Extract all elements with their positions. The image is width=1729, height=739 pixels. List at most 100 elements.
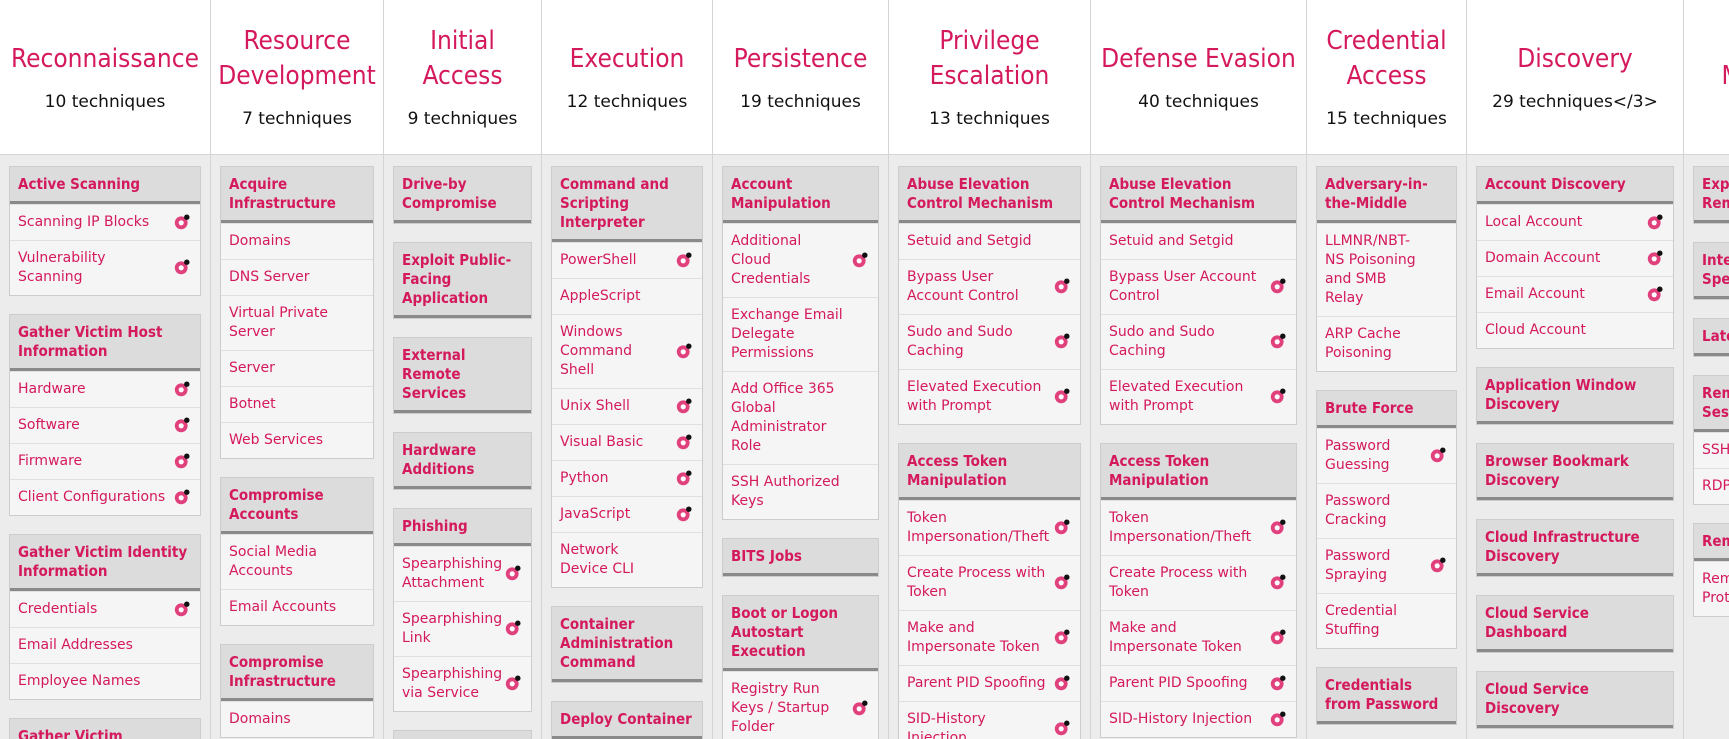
sub-technique-ssh-authorized-keys[interactable]: SSH Authorized Keys — [723, 464, 878, 519]
sub-technique-remote-desktop-protocol[interactable]: Remote Desktop Protocol — [1694, 561, 1729, 616]
sub-technique-sudo-and-sudo-caching[interactable]: Sudo and Sudo Caching — [899, 314, 1080, 369]
sub-technique-spearphishing-via-service[interactable]: Spearphishing via Service — [394, 656, 531, 711]
sub-technique-make-and-impersonate-token[interactable]: Make and Impersonate Token — [1101, 610, 1296, 665]
technique-cloud-service-dashboard[interactable]: Cloud Service Dashboard — [1477, 596, 1673, 652]
sub-technique-make-and-impersonate-token[interactable]: Make and Impersonate Token — [899, 610, 1080, 665]
technique-remote-services[interactable]: Remote Services — [1694, 524, 1729, 561]
sub-technique-spearphishing-link[interactable]: Spearphishing Link — [394, 601, 531, 656]
technique-abuse-elevation-control-mechanism[interactable]: Abuse Elevation Control Mechanism — [899, 167, 1080, 223]
sub-technique-llmnr-nbt-ns-poisoning-and-smb-relay[interactable]: LLMNR/NBT-NS Poisoning and SMB Relay — [1317, 223, 1456, 316]
sub-technique-web-services[interactable]: Web Services — [221, 422, 373, 458]
sub-technique-token-impersonation-theft[interactable]: Token Impersonation/Theft — [899, 500, 1080, 555]
sub-technique-email-account[interactable]: Email Account — [1477, 276, 1673, 312]
sub-technique-cloud-account[interactable]: Cloud Account — [1477, 312, 1673, 348]
sub-technique-vulnerability-scanning[interactable]: Vulnerability Scanning — [10, 240, 200, 295]
technique-command-and-scripting-interpreter[interactable]: Command and Scripting Interpreter — [552, 167, 702, 242]
technique-credentials-from-password[interactable]: Credentials from Password — [1317, 668, 1456, 724]
sub-technique-create-process-with-token[interactable]: Create Process with Token — [1101, 555, 1296, 610]
technique-account-discovery[interactable]: Account Discovery — [1477, 167, 1673, 204]
sub-technique-local-account[interactable]: Local Account — [1477, 204, 1673, 240]
technique-acquire-infrastructure[interactable]: Acquire Infrastructure — [221, 167, 373, 223]
sub-technique-exchange-email-delegate-permissions[interactable]: Exchange Email Delegate Permissions — [723, 297, 878, 371]
tactic-name[interactable]: Privilege Escalation — [929, 26, 1050, 91]
sub-technique-hardware[interactable]: Hardware — [10, 371, 200, 407]
technique-boot-or-logon-autostart-execution[interactable]: Boot or Logon Autostart Execution — [723, 596, 878, 671]
sub-technique-registry-run-keys-startup-folder[interactable]: Registry Run Keys / Startup Folder — [723, 671, 878, 739]
sub-technique-arp-cache-poisoning[interactable]: ARP Cache Poisoning — [1317, 316, 1456, 371]
sub-technique-ssh-hijacking[interactable]: SSH Hijacking — [1694, 432, 1729, 468]
technique-browser-bookmark-discovery[interactable]: Browser Bookmark Discovery — [1477, 444, 1673, 500]
sub-technique-rdp-hijacking[interactable]: RDP Hijacking — [1694, 468, 1729, 504]
sub-technique-token-impersonation-theft[interactable]: Token Impersonation/Theft — [1101, 500, 1296, 555]
sub-technique-spearphishing-attachment[interactable]: Spearphishing Attachment — [394, 546, 531, 601]
technique-cloud-infrastructure-discovery[interactable]: Cloud Infrastructure Discovery — [1477, 520, 1673, 576]
sub-technique-network-device-cli[interactable]: Network Device CLI — [552, 532, 702, 587]
technique-lateral-tool-transfer[interactable]: Lateral Tool Transfer — [1694, 319, 1729, 356]
sub-technique-sid-history-injection[interactable]: SID-History Injection — [899, 701, 1080, 739]
sub-technique-elevated-execution-with-prompt[interactable]: Elevated Execution with Prompt — [899, 369, 1080, 424]
sub-technique-server[interactable]: Server — [221, 350, 373, 386]
sub-technique-javascript[interactable]: JavaScript — [552, 496, 702, 532]
tactic-name[interactable]: Defense Evasion — [1101, 43, 1296, 74]
sub-technique-powershell[interactable]: PowerShell — [552, 242, 702, 278]
tactic-name[interactable]: LateralMovement — [1722, 24, 1729, 94]
sub-technique-domain-account[interactable]: Domain Account — [1477, 240, 1673, 276]
sub-technique-python[interactable]: Python — [552, 460, 702, 496]
technique-abuse-elevation-control-mechanism[interactable]: Abuse Elevation Control Mechanism — [1101, 167, 1296, 223]
technique-container-administration-command[interactable]: Container Administration Command — [552, 607, 702, 682]
technique-exploit-public-facing-application[interactable]: Exploit Public-Facing Application — [394, 243, 531, 318]
technique-brute-force[interactable]: Brute Force — [1317, 391, 1456, 428]
tactic-name[interactable]: Resource Development — [218, 26, 376, 91]
sub-technique-windows-command-shell[interactable]: Windows Command Shell — [552, 314, 702, 388]
sub-technique-virtual-private-server[interactable]: Virtual Private Server — [221, 295, 373, 350]
sub-technique-create-process-with-token[interactable]: Create Process with Token — [899, 555, 1080, 610]
tactic-name[interactable]: Reconnaissance — [11, 43, 199, 74]
technique-compromise-accounts[interactable]: Compromise Accounts — [221, 478, 373, 534]
sub-technique-bypass-user-account-control[interactable]: Bypass User Account Control — [899, 259, 1080, 314]
sub-technique-parent-pid-spoofing[interactable]: Parent PID Spoofing — [1101, 665, 1296, 701]
sub-technique-setuid-and-setgid[interactable]: Setuid and Setgid — [1101, 223, 1296, 259]
sub-technique-password-guessing[interactable]: Password Guessing — [1317, 428, 1456, 483]
tactic-name[interactable]: Discovery — [1517, 43, 1633, 74]
technique-gather-victim-identity-information[interactable]: Gather Victim Identity Information — [10, 535, 200, 591]
sub-technique-setuid-and-setgid[interactable]: Setuid and Setgid — [899, 223, 1080, 259]
technique-exploitation-of-remote-services[interactable]: Exploitation of Remote Services — [1694, 167, 1729, 223]
technique-hardware-additions[interactable]: Hardware Additions — [394, 433, 531, 489]
technique-account-manipulation[interactable]: Account Manipulation — [723, 167, 878, 223]
technique-external-remote-services[interactable]: External Remote Services — [394, 338, 531, 413]
technique-remote-service-session-hijacking[interactable]: Remote Service Session Hijacking — [1694, 376, 1729, 432]
sub-technique-employee-names[interactable]: Employee Names — [10, 663, 200, 699]
sub-technique-email-addresses[interactable]: Email Addresses — [10, 627, 200, 663]
technique-access-token-manipulation[interactable]: Access Token Manipulation — [899, 444, 1080, 500]
technique-bits-jobs[interactable]: BITS Jobs — [723, 539, 878, 576]
technique-deploy-container[interactable]: Deploy Container — [552, 702, 702, 739]
sub-technique-bypass-user-account-control[interactable]: Bypass User Account Control — [1101, 259, 1296, 314]
technique-compromise-infrastructure[interactable]: Compromise Infrastructure — [221, 645, 373, 701]
sub-technique-email-accounts[interactable]: Email Accounts — [221, 589, 373, 625]
tactic-name[interactable]: Persistence — [733, 43, 868, 74]
tactic-name[interactable]: Execution — [569, 43, 685, 74]
sub-technique-password-cracking[interactable]: Password Cracking — [1317, 483, 1456, 538]
sub-technique-social-media-accounts[interactable]: Social Media Accounts — [221, 534, 373, 589]
technique-cloud-service-discovery[interactable]: Cloud Service Discovery — [1477, 672, 1673, 728]
sub-technique-firmware[interactable]: Firmware — [10, 443, 200, 479]
sub-technique-unix-shell[interactable]: Unix Shell — [552, 388, 702, 424]
technique-active-scanning[interactable]: Active Scanning — [10, 167, 200, 204]
tactic-name[interactable]: Initial Access — [422, 26, 503, 91]
sub-technique-botnet[interactable]: Botnet — [221, 386, 373, 422]
technique-phishing[interactable]: Phishing — [394, 509, 531, 546]
technique-internal-spearphishing[interactable]: Internal Spearphishing — [1694, 243, 1729, 299]
sub-technique-elevated-execution-with-prompt[interactable]: Elevated Execution with Prompt — [1101, 369, 1296, 424]
sub-technique-sudo-and-sudo-caching[interactable]: Sudo and Sudo Caching — [1101, 314, 1296, 369]
sub-technique-add-office-365-global-administrator-role[interactable]: Add Office 365 Global Administrator Role — [723, 371, 878, 464]
sub-technique-dns-server[interactable]: DNS Server — [221, 259, 373, 295]
sub-technique-domains[interactable]: Domains — [221, 701, 373, 737]
technique-gather-victim-host-information[interactable]: Gather Victim Host Information — [10, 315, 200, 371]
tactic-name[interactable]: Credential Access — [1326, 26, 1447, 91]
technique-access-token-manipulation[interactable]: Access Token Manipulation — [1101, 444, 1296, 500]
sub-technique-parent-pid-spoofing[interactable]: Parent PID Spoofing — [899, 665, 1080, 701]
technique-drive-by-compromise[interactable]: Drive-by Compromise — [394, 167, 531, 223]
sub-technique-domains[interactable]: Domains — [221, 223, 373, 259]
sub-technique-scanning-ip-blocks[interactable]: Scanning IP Blocks — [10, 204, 200, 240]
sub-technique-applescript[interactable]: AppleScript — [552, 278, 702, 314]
